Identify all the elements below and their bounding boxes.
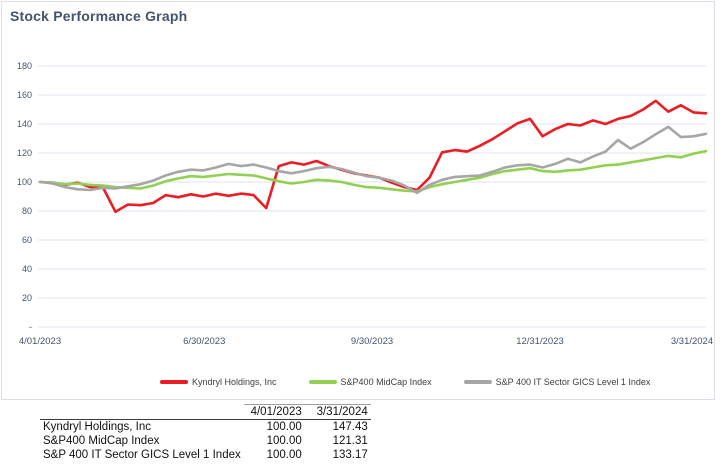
legend-swatch	[463, 380, 492, 384]
table-cell-value: 121.31	[332, 435, 368, 447]
performance-table-header: 4/01/2023 3/31/2024	[40, 404, 371, 420]
y-tick-label: 120	[17, 148, 32, 158]
series-line-s-p400-midcap-index	[38, 149, 708, 193]
table-row-label: Kyndryl Holdings, Inc	[43, 421, 152, 433]
y-tick-label: 60	[22, 235, 32, 245]
table-cell-value: 147.43	[332, 421, 368, 433]
legend-swatch	[160, 380, 188, 384]
x-tick-label: 12/31/2023	[516, 336, 564, 347]
x-tick-label: 9/30/2023	[351, 336, 393, 347]
table-cell-value: 133.17	[332, 449, 368, 461]
x-tick-label: 3/31/2024	[671, 336, 713, 347]
performance-table-body: Kyndryl Holdings, Inc 100.00 147.43 S&P400 …	[40, 420, 371, 463]
legend-label: S&P400 MidCap Index	[340, 377, 432, 387]
performance-table: 4/01/2023 3/31/2024 Kyndryl Holdings, Inc…	[40, 404, 371, 462]
table-header-row: 4/01/2023 3/31/2024	[40, 404, 371, 420]
legend-swatch	[308, 380, 337, 384]
y-tick-label: 40	[22, 264, 32, 274]
x-tick-label: 4/01/2023	[19, 336, 61, 347]
x-tick-label: 6/30/2023	[183, 336, 225, 347]
table-row: S&P 400 IT Sector GICS Level 1 Index 100.…	[40, 448, 371, 462]
legend-item: Kyndryl Holdings, Inc	[160, 377, 277, 387]
performance-line-chart: - 20 40 60 80 100 120 140 160 180 4/01/2023 6/30/20…	[17, 61, 713, 347]
chart-frame	[1, 1, 715, 400]
series-line-kyndryl-holdings-inc	[38, 99, 708, 213]
legend-item: S&P400 MidCap Index	[308, 377, 432, 387]
table-cell-value: 100.00	[266, 435, 302, 447]
table-cell-value: 100.00	[266, 421, 302, 433]
y-tick-label: 140	[17, 119, 32, 129]
y-tick-label: 20	[22, 293, 32, 303]
table-cell-value: 100.00	[266, 449, 302, 461]
table-row: S&P400 MidCap Index 100.00 121.31	[40, 434, 371, 448]
table-row: Kyndryl Holdings, Inc 100.00 147.43	[40, 420, 371, 435]
table-header-blank	[40, 404, 244, 420]
table-row-label: S&P400 MidCap Index	[43, 435, 160, 447]
y-tick-label: 180	[17, 61, 32, 71]
legend-label: Kyndryl Holdings, Inc	[192, 377, 277, 387]
y-tick-label: 100	[17, 177, 32, 187]
chart-legend: Kyndryl Holdings, Inc S&P400 MidCap Index…	[0, 377, 724, 387]
y-tick-label: 160	[17, 90, 32, 100]
table-header-date: 3/31/2024	[304, 404, 371, 420]
y-tick-label: 80	[22, 206, 32, 216]
series-line-s-p-400-it-sector-gics-level-1-index	[38, 125, 708, 195]
legend-label: S&P 400 IT Sector GICS Level 1 Index	[495, 377, 651, 387]
page-title: Stock Performance Graph	[10, 8, 188, 24]
legend-item: S&P 400 IT Sector GICS Level 1 Index	[463, 377, 651, 387]
table-header-date: 4/01/2023	[243, 404, 305, 420]
table-row-label: S&P 400 IT Sector GICS Level 1 Index	[43, 449, 241, 461]
y-tick-label: -	[29, 322, 32, 332]
